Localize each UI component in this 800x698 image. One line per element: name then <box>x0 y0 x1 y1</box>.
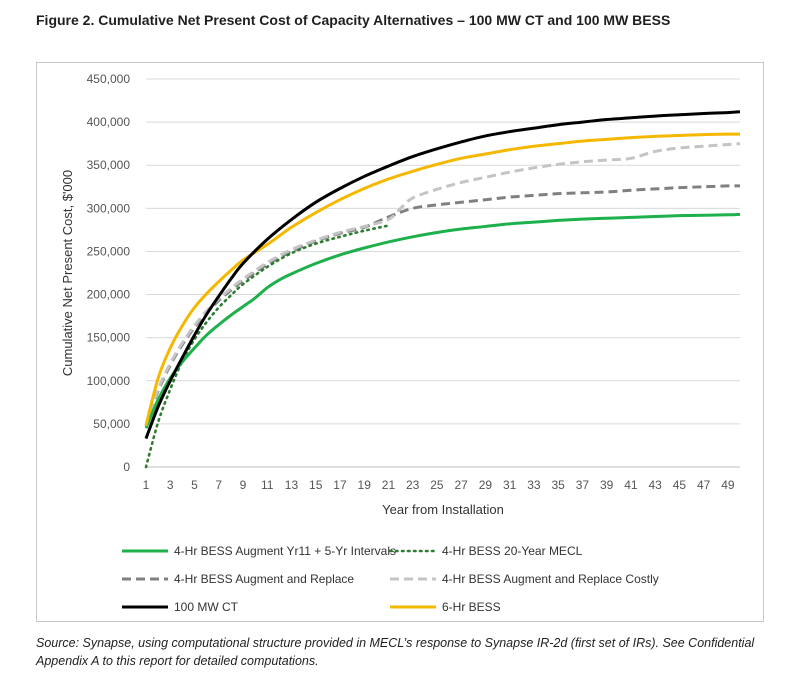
series-line-1 <box>144 224 390 469</box>
x-tick-label: 41 <box>624 478 638 492</box>
y-axis-label: Cumulative Net Present Cost, $'000 <box>60 170 75 376</box>
x-tick-label: 31 <box>503 478 517 492</box>
series-line-3 <box>144 142 741 427</box>
series-line-4 <box>144 110 741 440</box>
y-tick-label: 150,000 <box>87 331 131 345</box>
x-tick-label: 49 <box>721 478 735 492</box>
x-tick-label: 27 <box>455 478 469 492</box>
legend-label-4: 100 MW CT <box>174 600 239 614</box>
legend-label-3: 4-Hr BESS Augment and Replace Costly <box>442 572 659 586</box>
x-tick-label: 13 <box>285 478 299 492</box>
legend-label-1: 4-Hr BESS 20-Year MECL <box>442 544 583 558</box>
figure-title: Figure 2. Cumulative Net Present Cost of… <box>36 12 671 28</box>
x-axis-label: Year from Installation <box>382 502 504 517</box>
y-tick-label: 50,000 <box>93 417 130 431</box>
y-tick-label: 200,000 <box>87 288 131 302</box>
y-tick-label: 250,000 <box>87 244 131 258</box>
x-tick-label: 11 <box>261 478 274 492</box>
x-tick-label: 9 <box>240 478 247 492</box>
x-tick-label: 35 <box>551 478 565 492</box>
x-tick-label: 19 <box>358 478 372 492</box>
source-note: Source: Synapse, using computational str… <box>36 636 755 668</box>
y-tick-label: 100,000 <box>87 374 131 388</box>
y-tick-label: 0 <box>123 460 130 474</box>
series-line-2 <box>144 184 741 427</box>
series-lines <box>144 110 741 469</box>
chart-frame <box>36 62 764 622</box>
line-chart: 0 50,000 100,000 150,000 200,000 250,000 300,0… <box>60 72 741 614</box>
x-tick-label: 29 <box>479 478 493 492</box>
x-tick-label: 21 <box>382 478 396 492</box>
x-tick-label: 23 <box>406 478 420 492</box>
x-tick-label: 47 <box>697 478 711 492</box>
x-tick-label: 15 <box>309 478 323 492</box>
x-tick-label: 43 <box>648 478 662 492</box>
legend-label-2: 4-Hr BESS Augment and Replace <box>174 572 354 586</box>
y-tick-label: 400,000 <box>87 115 131 129</box>
y-tick-label: 300,000 <box>87 201 131 215</box>
x-tick-label: 45 <box>673 478 687 492</box>
gridlines <box>146 78 740 425</box>
x-tick-label: 33 <box>527 478 541 492</box>
y-tick-label: 450,000 <box>87 72 131 86</box>
x-axis-ticks: 1 3 5 7 9 11 13 15 17 19 21 23 25 27 29 31 33 35 37 39 41 43 4… <box>143 478 735 492</box>
y-tick-label: 350,000 <box>87 158 131 172</box>
x-tick-label: 25 <box>430 478 444 492</box>
x-tick-label: 1 <box>143 478 150 492</box>
series-line-0 <box>144 212 741 429</box>
x-tick-label: 5 <box>191 478 198 492</box>
x-tick-label: 37 <box>576 478 590 492</box>
legend-label-5: 6-Hr BESS <box>442 600 501 614</box>
legend: 4-Hr BESS Augment Yr11 + 5-Yr Intervals 4… <box>122 544 659 614</box>
x-tick-label: 39 <box>600 478 614 492</box>
series-line-5 <box>144 132 741 426</box>
legend-label-0: 4-Hr BESS Augment Yr11 + 5-Yr Intervals <box>174 544 396 558</box>
x-tick-label: 3 <box>167 478 174 492</box>
x-tick-label: 7 <box>215 478 222 492</box>
y-axis-ticks: 0 50,000 100,000 150,000 200,000 250,000 300,0… <box>87 72 131 474</box>
x-tick-label: 17 <box>333 478 347 492</box>
